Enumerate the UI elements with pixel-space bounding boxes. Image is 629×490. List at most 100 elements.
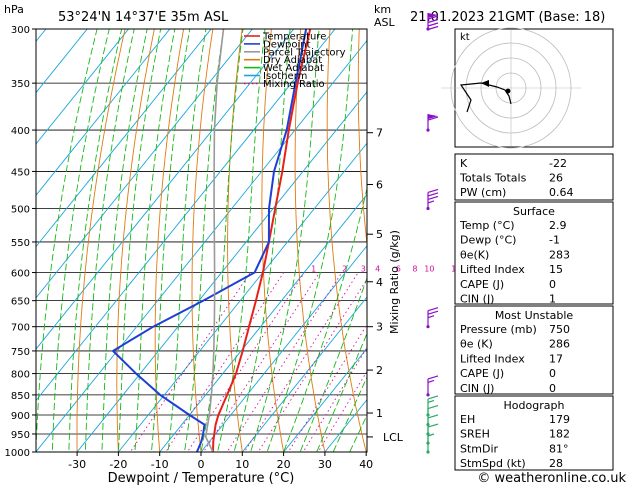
pressure-axis: 3003504004505005506006507007508008509009… (5, 25, 36, 459)
height-tick-label: 5 (376, 228, 383, 241)
wind-barb-flag (428, 189, 438, 192)
wind-barb-flag (428, 396, 438, 399)
index-value: 0 (549, 367, 556, 380)
wind-barb (426, 189, 438, 210)
wind-barb-half-flag (428, 380, 434, 382)
index-value: 0 (549, 278, 556, 291)
height-tick-label: 1 (376, 407, 383, 420)
hodograph: kt (441, 28, 613, 148)
mixing-ratio-axis-title: Mixing Ratio (g/kg) (388, 230, 401, 334)
location-title: 53°24'N 14°37'E 35m ASL (58, 10, 229, 25)
pressure-tick-label: 950 (11, 430, 30, 441)
temperature-tick-label: -20 (109, 458, 127, 471)
indices-section-title: Most Unstable (495, 309, 574, 322)
pressure-tick-label: 400 (11, 126, 30, 137)
index-label: CAPE (J) (460, 367, 504, 380)
wind-barb (426, 376, 438, 397)
datetime-title: 21.01.2023 21GMT (Base: 18) (410, 10, 605, 25)
index-value: 0 (549, 382, 556, 395)
wind-barb-flag (428, 196, 438, 199)
index-value: 283 (549, 248, 570, 261)
height-tick-label: 6 (376, 178, 383, 191)
mixing-ratio-label: 10 (424, 264, 434, 273)
index-label: θe (K) (460, 338, 493, 351)
pressure-tick-label: 300 (11, 25, 30, 36)
wind-barb-base (426, 325, 429, 328)
dry-adiabat (619, 5, 629, 469)
index-label: PW (cm) (460, 186, 506, 199)
pressure-tick-label: 1000 (5, 448, 30, 459)
storm-motion-point (506, 89, 511, 94)
temperature-tick-label: 40 (359, 458, 373, 471)
wind-barb-base (426, 393, 429, 396)
pressure-tick-label: 650 (11, 297, 30, 308)
index-label: StmDir (460, 442, 499, 455)
x-axis-title: Dewpoint / Temperature (°C) (108, 471, 295, 486)
index-label: CAPE (J) (460, 278, 504, 291)
mixing-ratio-label: 4 (375, 264, 380, 273)
pressure-tick-label: 900 (11, 411, 30, 422)
wind-barb (426, 114, 438, 132)
pressure-tick-label: 550 (11, 238, 30, 249)
pressure-tick-label: 500 (11, 204, 30, 215)
wind-barb-base (426, 450, 429, 453)
index-value: 1 (549, 293, 556, 306)
wind-barb-half-flag (428, 201, 434, 203)
index-value: 15 (549, 263, 563, 276)
index-label: SREH (460, 428, 490, 441)
asl-label: ASL (374, 16, 396, 29)
temperature-tick-label: -10 (151, 458, 169, 471)
index-value: 179 (549, 413, 570, 426)
index-label: K (460, 157, 468, 170)
pressure-tick-label: 800 (11, 370, 30, 381)
index-label: StmSpd (kt) (460, 457, 526, 470)
wind-barb-base (426, 207, 429, 210)
index-value: 81° (549, 442, 569, 455)
pressure-tick-label: 600 (11, 269, 30, 280)
index-label: Temp (°C) (459, 219, 515, 232)
indices-section-title: Hodograph (504, 399, 565, 412)
wind-barb (426, 434, 434, 454)
wind-barb-flag (428, 311, 438, 314)
wind-barb-half-flag (428, 400, 434, 402)
pressure-tick-label: 450 (11, 167, 30, 178)
height-tick-label: 2 (376, 364, 383, 377)
index-label: Dewp (°C) (460, 234, 516, 247)
wind-barb-base (426, 128, 429, 131)
temperature-tick-label: 10 (235, 458, 249, 471)
index-label: Totals Totals (459, 172, 527, 185)
index-value: 750 (549, 323, 570, 336)
index-label: CIN (J) (460, 293, 494, 306)
height-tick-label: 7 (376, 127, 383, 140)
index-value: 17 (549, 352, 563, 365)
wind-barb-half-flag (428, 316, 434, 318)
lcl-label: LCL (383, 431, 404, 444)
index-value: -1 (549, 234, 560, 247)
index-label: Lifted Index (460, 263, 525, 276)
index-label: CIN (J) (460, 382, 494, 395)
copyright-footer: © weatheronline.co.uk (477, 471, 626, 486)
pressure-tick-label: 350 (11, 79, 30, 90)
mixing-ratio-label: 2 (342, 264, 347, 273)
mixing-ratio-label: 8 (412, 264, 417, 273)
index-value: 28 (549, 457, 563, 470)
hpa-label: hPa (4, 3, 24, 16)
index-label: Pressure (mb) (460, 323, 537, 336)
index-label: Lifted Index (460, 352, 525, 365)
index-value: 0.64 (549, 186, 574, 199)
height-tick-label: 3 (376, 321, 383, 334)
legend-label: Mixing Ratio (263, 79, 325, 90)
mixing-ratio-label: 3 (361, 264, 366, 273)
index-value: 286 (549, 338, 570, 351)
index-value: 2.9 (549, 219, 567, 232)
wind-barbs (426, 13, 438, 454)
wind-barb-flag (428, 308, 438, 311)
temperature-tick-label: 0 (198, 458, 205, 471)
